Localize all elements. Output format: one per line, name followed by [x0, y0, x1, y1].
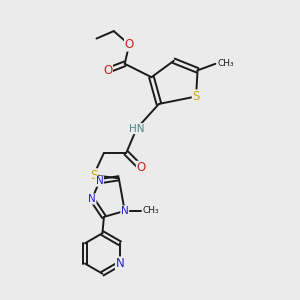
Text: O: O — [124, 38, 134, 51]
Text: N: N — [96, 176, 103, 186]
Text: O: O — [136, 161, 146, 174]
Text: S: S — [192, 90, 200, 103]
Text: HN: HN — [129, 124, 144, 134]
Text: O: O — [103, 64, 112, 77]
Text: N: N — [116, 257, 124, 270]
Text: CH₃: CH₃ — [142, 206, 159, 215]
Text: S: S — [90, 169, 97, 182]
Text: N: N — [88, 194, 96, 204]
Text: N: N — [121, 206, 129, 216]
Text: CH₃: CH₃ — [218, 59, 234, 68]
